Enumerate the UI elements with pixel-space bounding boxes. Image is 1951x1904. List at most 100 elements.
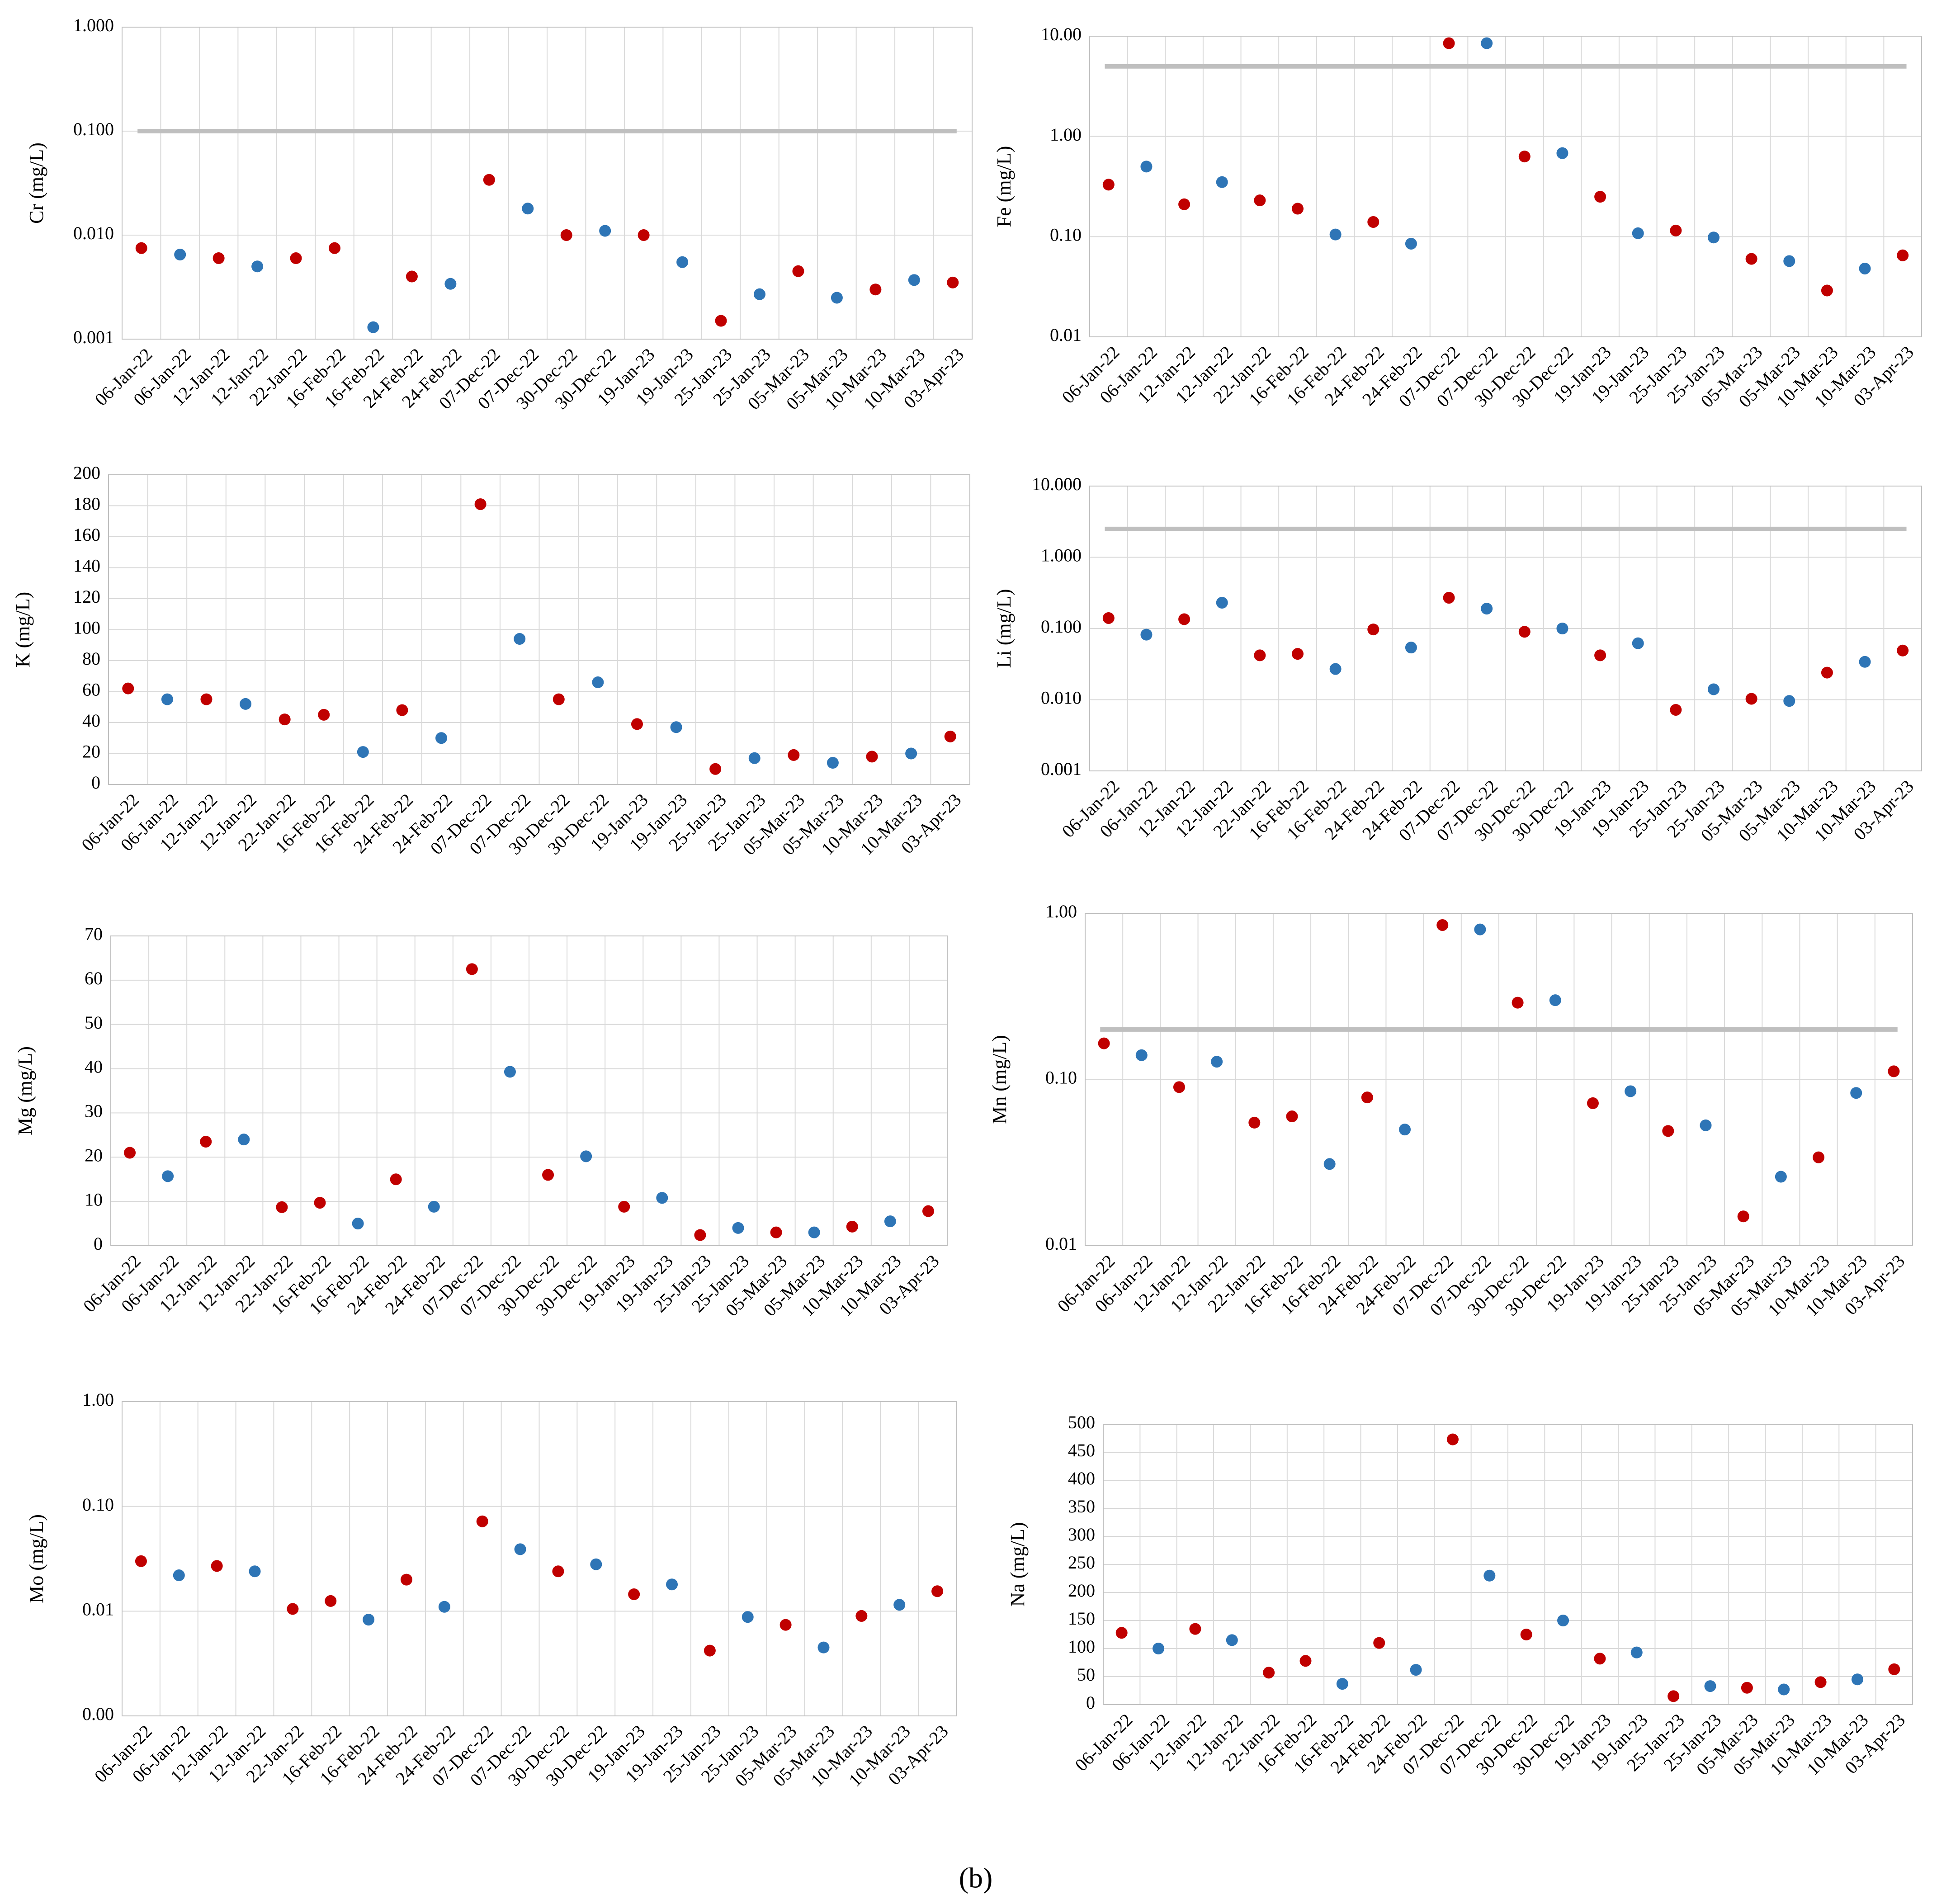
data-point — [1135, 1049, 1148, 1061]
data-point — [1783, 255, 1795, 267]
data-point — [905, 747, 917, 760]
data-point — [631, 718, 643, 730]
y-tick-label: 200 — [1068, 1580, 1095, 1601]
y-tick-label: 0.01 — [82, 1599, 114, 1620]
data-point — [1850, 1087, 1862, 1099]
data-point — [1594, 1653, 1606, 1665]
data-point — [1745, 253, 1757, 265]
data-point — [553, 693, 565, 705]
data-point — [792, 265, 804, 277]
data-point — [466, 963, 478, 975]
data-point — [428, 1200, 440, 1213]
data-point — [438, 1601, 450, 1613]
y-tick-label: 1.00 — [1050, 124, 1082, 145]
data-point — [1443, 37, 1455, 49]
plot-border — [1103, 1424, 1913, 1705]
data-point — [367, 321, 379, 333]
y-axis-label: Li (mg/L) — [993, 589, 1015, 668]
y-tick-label: 10.00 — [1041, 24, 1082, 44]
data-point — [704, 1644, 716, 1657]
data-point — [1670, 704, 1682, 716]
data-point — [1299, 1655, 1312, 1667]
data-point — [1336, 1678, 1348, 1690]
data-point — [173, 1569, 185, 1582]
data-point — [1708, 232, 1720, 244]
data-point — [1859, 262, 1871, 274]
y-tick-label: 150 — [1068, 1608, 1095, 1629]
data-point — [1367, 216, 1379, 228]
data-point — [1102, 612, 1115, 624]
data-point — [1140, 628, 1153, 641]
data-point — [396, 704, 408, 716]
data-point — [779, 1619, 792, 1631]
data-point — [1741, 1682, 1753, 1694]
data-point — [827, 757, 839, 769]
data-point — [1399, 1124, 1411, 1136]
data-point — [788, 749, 800, 761]
y-tick-label: 10.000 — [1032, 474, 1082, 494]
data-point — [656, 1192, 668, 1204]
y-tick-label: 80 — [82, 648, 100, 669]
y-tick-label: 1.00 — [82, 1389, 114, 1410]
y-tick-label: 50 — [85, 1012, 103, 1033]
data-point — [709, 763, 722, 775]
data-point — [240, 698, 252, 710]
data-point — [1140, 161, 1153, 173]
data-point — [618, 1200, 630, 1213]
y-tick-label: 140 — [73, 556, 100, 576]
data-point — [287, 1603, 299, 1615]
data-point — [1178, 613, 1190, 625]
data-point — [1670, 224, 1682, 236]
data-point — [1668, 1690, 1680, 1702]
data-point — [357, 746, 369, 758]
data-point — [592, 676, 604, 688]
y-tick-label: 1.000 — [73, 15, 114, 35]
data-point — [922, 1205, 934, 1217]
data-point — [908, 274, 920, 286]
y-tick-label: 0 — [94, 1233, 103, 1254]
data-point — [1630, 1646, 1643, 1658]
data-point — [1632, 227, 1644, 239]
data-point — [1173, 1081, 1185, 1093]
y-tick-label: 0.01 — [1045, 1233, 1077, 1254]
data-point — [1446, 1433, 1459, 1446]
data-point — [318, 709, 330, 721]
data-point — [1410, 1664, 1422, 1676]
data-point — [514, 1543, 526, 1555]
data-point — [1745, 693, 1757, 705]
data-point — [1778, 1683, 1790, 1696]
y-axis-label: Na (mg/L) — [1006, 1522, 1029, 1607]
data-point — [1211, 1056, 1223, 1068]
data-point — [599, 225, 611, 237]
data-point — [1226, 1634, 1238, 1646]
data-point — [1851, 1673, 1863, 1686]
data-point — [944, 730, 956, 742]
y-axis-label: K (mg/L) — [12, 592, 34, 667]
data-point — [770, 1226, 782, 1238]
plot-border — [122, 27, 973, 340]
data-point — [694, 1229, 706, 1241]
data-point — [931, 1585, 944, 1597]
data-point — [869, 283, 882, 296]
y-tick-label: 100 — [1068, 1636, 1095, 1657]
plot-border — [108, 474, 970, 785]
y-tick-label: 350 — [1068, 1496, 1095, 1517]
data-point — [542, 1169, 554, 1181]
data-point — [329, 242, 340, 254]
y-axis-label: Fe (mg/L) — [993, 146, 1015, 227]
y-tick-label: 60 — [85, 968, 103, 988]
y-tick-label: 100 — [73, 618, 100, 638]
data-point — [325, 1595, 337, 1607]
data-point — [742, 1611, 754, 1623]
data-point — [400, 1573, 412, 1586]
plot-border — [110, 935, 948, 1246]
y-tick-label: 1.00 — [1045, 901, 1077, 921]
data-point — [1821, 666, 1833, 679]
data-point — [251, 260, 264, 273]
data-point — [947, 276, 959, 288]
data-point — [1329, 228, 1342, 241]
data-point — [124, 1147, 136, 1159]
y-tick-label: 60 — [82, 680, 100, 700]
plot-border — [1085, 913, 1913, 1246]
